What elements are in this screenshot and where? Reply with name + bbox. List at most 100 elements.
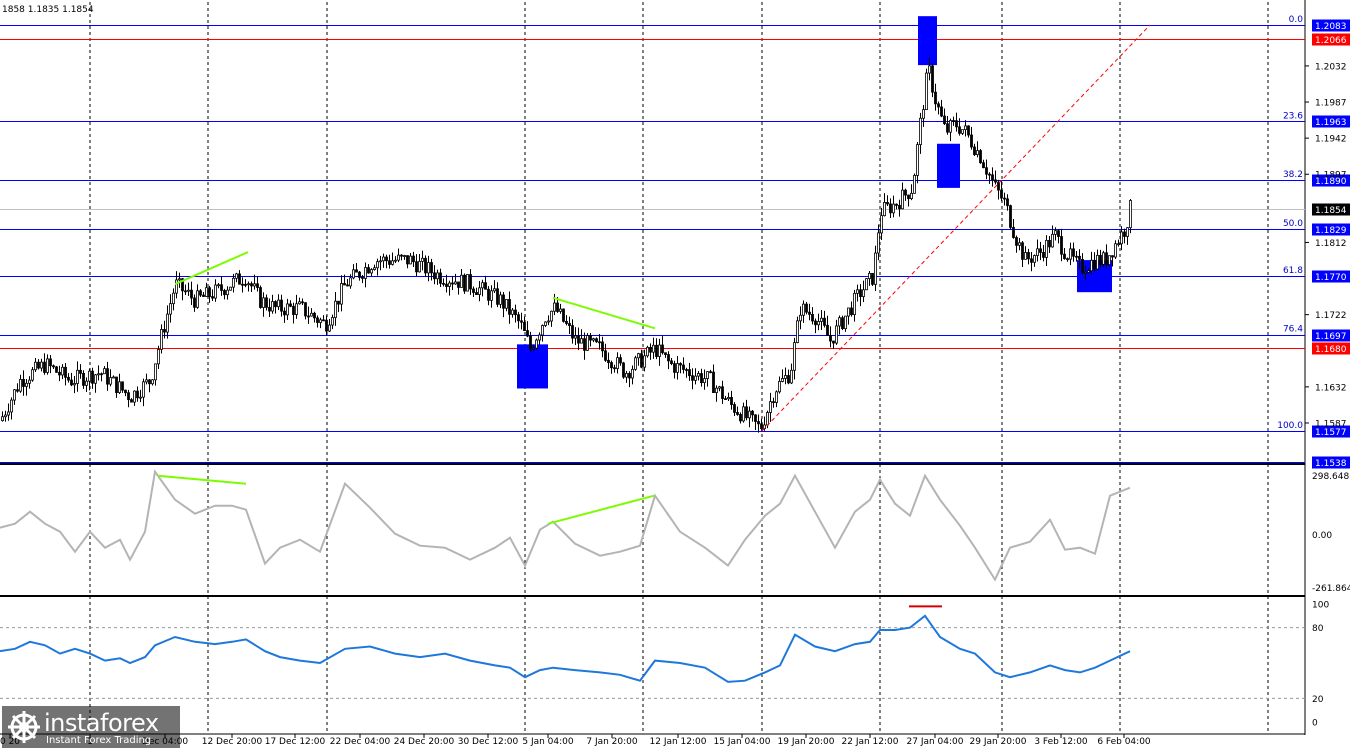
candle-body: [580, 338, 583, 344]
candle-body: [427, 262, 430, 274]
candle-body: [250, 283, 253, 287]
candle-body: [670, 360, 673, 364]
time-tick-8: 5 Jan 04:00: [522, 737, 574, 747]
candle-body: [496, 288, 499, 305]
candle-body: [55, 366, 58, 373]
candle-body: [229, 286, 232, 291]
candle-body: [682, 364, 685, 370]
candle-body: [202, 294, 205, 297]
candle-body: [268, 306, 271, 312]
candle-body: [442, 282, 445, 285]
candle-body: [100, 373, 103, 376]
candle-body: [208, 287, 211, 297]
candle-body: [91, 370, 94, 384]
candle-body: [277, 299, 280, 308]
candle-body: [244, 283, 247, 286]
candle-body: [1108, 255, 1111, 266]
candle-body: [538, 334, 541, 341]
candle-body: [19, 378, 22, 392]
candle-body: [466, 274, 469, 292]
candle-body: [481, 282, 484, 289]
candle-body: [1066, 258, 1069, 261]
price-tick-6: 1.1632: [1315, 383, 1347, 393]
candle-body: [754, 414, 757, 422]
candle-body: [955, 120, 958, 128]
candle-body: [1015, 237, 1018, 246]
candle-body: [343, 283, 346, 286]
candle-body: [337, 300, 340, 305]
candle-body: [106, 368, 109, 385]
candle-body: [586, 335, 589, 351]
candle-body: [262, 297, 265, 308]
candle-body: [214, 284, 217, 299]
candle-body: [1105, 252, 1108, 266]
candle-body: [622, 362, 625, 378]
candle-body: [949, 120, 952, 133]
fib-ratio-1: 23.6: [1283, 111, 1303, 121]
candle-body: [274, 301, 277, 308]
candle-body: [994, 179, 997, 183]
candle-body: [946, 123, 949, 133]
candle-body: [307, 315, 310, 318]
candle-body: [529, 335, 532, 350]
candle-body: [649, 346, 652, 353]
candle-body: [979, 150, 982, 164]
candle-body: [1000, 189, 1003, 199]
candle-body: [988, 173, 991, 176]
candle-body: [382, 256, 385, 262]
level-tag-label-9: 1.1538: [1315, 459, 1347, 469]
candle-body: [187, 289, 190, 292]
candle-body: [133, 390, 136, 403]
candle-body: [373, 267, 376, 270]
candle-body: [835, 325, 838, 344]
candle-body: [871, 272, 874, 285]
candle-body: [469, 274, 472, 290]
candle-body: [997, 181, 1000, 191]
price-tick-5: 1.1722: [1315, 311, 1347, 321]
candle-body: [484, 282, 487, 290]
candle-body: [718, 386, 721, 389]
candle-body: [1096, 254, 1099, 270]
candle-body: [745, 406, 748, 419]
candle-body: [748, 410, 751, 419]
candle-body: [349, 277, 352, 287]
candle-body: [1042, 252, 1045, 258]
candle-body: [628, 373, 631, 379]
candle-body: [874, 252, 877, 285]
candle-body: [37, 361, 40, 369]
candle-body: [733, 404, 736, 413]
candle-body: [562, 308, 565, 322]
level-tag-0: [1312, 19, 1350, 32]
candle-body: [301, 301, 304, 304]
candle-body: [793, 342, 796, 371]
candle-body: [862, 289, 865, 297]
candle-body: [241, 283, 244, 286]
price-tick-1: 1.1987: [1315, 99, 1347, 109]
candle-body: [607, 359, 610, 363]
candle-body: [160, 329, 163, 350]
level-tag-label-6: 1.1697: [1315, 332, 1347, 342]
candle-body: [1048, 239, 1051, 248]
candle-body: [418, 260, 421, 273]
candle-body: [796, 320, 799, 343]
candle-body: [904, 189, 907, 196]
candle-body: [295, 303, 298, 315]
candle-body: [415, 261, 418, 273]
candle-body: [1057, 230, 1060, 237]
candle-body: [886, 202, 889, 205]
candle-body: [340, 283, 343, 305]
candle-body: [430, 262, 433, 274]
candle-body: [217, 284, 220, 287]
candle-body: [895, 203, 898, 206]
candle-body: [175, 279, 178, 294]
candle-body: [730, 397, 733, 405]
candle-body: [1027, 252, 1030, 260]
candle-body: [577, 335, 580, 344]
cci-tick-zero: 0.00: [1312, 531, 1332, 541]
candle-body: [928, 65, 931, 74]
candle-body: [169, 303, 172, 315]
candle-body: [679, 363, 682, 366]
candle-body: [706, 371, 709, 379]
candle-body: [166, 313, 169, 333]
candle-body: [61, 366, 64, 376]
